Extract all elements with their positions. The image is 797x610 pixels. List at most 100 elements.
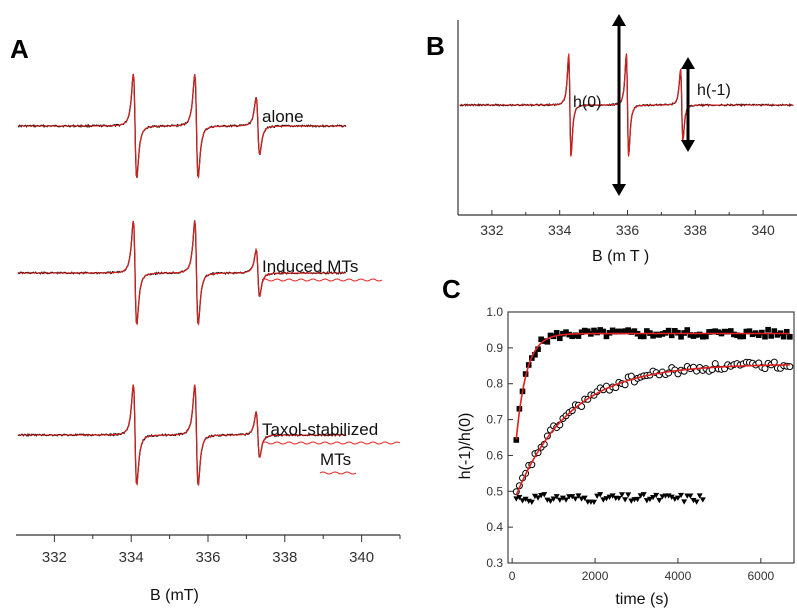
panel-c-point-triangle <box>547 498 554 505</box>
panel-c-point-triangle <box>581 495 588 501</box>
panel-letter-a: A <box>10 34 29 64</box>
panel-c-point-square <box>603 333 610 340</box>
panel-c-point-square <box>578 329 585 336</box>
panel-c-point-square <box>706 329 712 335</box>
panel-c-point-triangle <box>671 496 678 502</box>
panel-c-point-square <box>553 330 560 336</box>
panel-c-point-square <box>687 332 694 338</box>
panel-c-point-square <box>780 333 787 340</box>
panel-c-point-triangle <box>531 493 538 500</box>
panel-b-tick-label: 334 <box>548 222 572 238</box>
panel-c-point-square <box>684 327 691 333</box>
panel-c-point-triangle <box>591 499 598 506</box>
panel-c-point-square <box>594 329 600 336</box>
panel-c-fit-curve <box>515 364 790 496</box>
panel-c-point-triangle <box>634 496 641 503</box>
panel-c-point-triangle <box>646 496 653 503</box>
panel-c-ylabel: h(-1)/h(0) <box>457 413 474 480</box>
panel-c-point-square <box>581 327 588 334</box>
panel-c-point-triangle <box>687 493 694 499</box>
panel-c-point-square <box>700 333 706 340</box>
panel-c-point-square <box>535 346 541 352</box>
panel-c-point-square <box>637 333 644 340</box>
panel-c-point-triangle <box>519 498 526 504</box>
panel-c-point-square <box>727 328 734 334</box>
panel-c-point-square <box>746 328 753 334</box>
panel-c-point-triangle <box>643 498 650 504</box>
panel-c-point-triangle <box>681 499 688 505</box>
panel-c-point-triangle <box>615 495 622 502</box>
panel-c-point-square <box>703 333 709 340</box>
panel-c-point-square <box>721 328 728 335</box>
panel-b-tick-label: 336 <box>616 222 640 238</box>
panel-c-point-square <box>622 328 628 334</box>
spell-underline <box>319 471 357 475</box>
panel-c-point-square <box>771 328 778 334</box>
panel-c-point-square <box>787 333 793 340</box>
panel-c-xlabel: time (s) <box>615 591 668 608</box>
arrow-h0-head <box>612 14 626 26</box>
panel-c-point-triangle <box>553 494 560 500</box>
panel-c-point-triangle <box>699 497 706 503</box>
panel-c-point-square <box>783 328 790 335</box>
panel-c-point-square <box>656 332 663 338</box>
panel-c-point-square <box>644 328 650 334</box>
arrow-hm1-head <box>681 140 695 152</box>
panel-c-point-triangle <box>656 497 663 504</box>
panel-a-tick-label: 336 <box>195 549 220 566</box>
panel-c-point-square <box>724 328 731 335</box>
panel-c-point-circle <box>770 358 778 366</box>
panel-c-y-tick-label: 0.6 <box>486 448 503 462</box>
panel-c-point-triangle <box>625 492 632 498</box>
panel-c-point-square <box>560 330 566 337</box>
panel-c-frame <box>507 311 795 564</box>
panel-a-tick-label: 340 <box>349 549 374 566</box>
panel-c-point-square <box>584 328 591 335</box>
trace-label-mts: MTs <box>320 450 351 469</box>
panel-c-point-square <box>731 331 737 338</box>
annotation-hm1: h(-1) <box>697 82 731 99</box>
panel-c-point-square <box>575 333 582 339</box>
panel-a-tick-label: 334 <box>119 549 144 566</box>
trace-label-induced: Induced MTs <box>262 257 358 276</box>
panel-c-point-square <box>672 328 678 334</box>
panel-c-point-triangle <box>600 497 607 503</box>
panel-c-point-triangle <box>618 492 625 498</box>
panel-c-point-square <box>513 437 520 443</box>
panel-c-point-square <box>572 332 579 339</box>
panel-c-y-tick-label: 0.3 <box>486 556 503 570</box>
panel-c-point-triangle <box>563 497 570 503</box>
panel-c-point-square <box>625 327 632 333</box>
panel-a-tick-label: 338 <box>272 549 297 566</box>
panel-c-point-triangle <box>513 496 520 502</box>
panel-a-fit-trace <box>18 220 346 327</box>
panel-a-fit-trace <box>18 384 346 487</box>
panel-c-point-triangle <box>559 495 566 501</box>
panel-c-point-square <box>650 333 656 339</box>
panel-c-point-square <box>765 326 771 333</box>
panel-c-point-triangle <box>550 496 557 502</box>
panel-c-point-triangle <box>522 496 529 503</box>
panel-c-point-triangle <box>535 495 542 501</box>
spell-underline <box>261 278 383 282</box>
panel-c-point-square <box>712 328 719 334</box>
panel-c-point-square <box>616 328 622 335</box>
panel-c-point-square <box>557 335 563 342</box>
panel-c-point-square <box>743 328 750 335</box>
trace-label-alone: alone <box>262 107 304 126</box>
panel-c-y-tick-label: 0.4 <box>486 520 503 534</box>
panel-c-point-triangle <box>674 495 681 501</box>
panel-b-tick-label: 338 <box>684 222 708 238</box>
arrow-h0-head <box>612 184 626 196</box>
panel-b-fit-trace <box>459 53 794 157</box>
panel-c-point-square <box>547 332 554 339</box>
arrow-hm1-head <box>681 57 695 69</box>
panel-c-point-square <box>544 338 551 345</box>
panel-c-x-tick-label: 2000 <box>582 569 609 583</box>
panel-c-y-tick-label: 0.5 <box>486 484 503 498</box>
panel-c-point-triangle <box>640 492 647 498</box>
panel-c-point-square <box>538 336 544 343</box>
panel-c-point-square <box>737 333 743 340</box>
panel-c-point-triangle <box>541 492 548 498</box>
